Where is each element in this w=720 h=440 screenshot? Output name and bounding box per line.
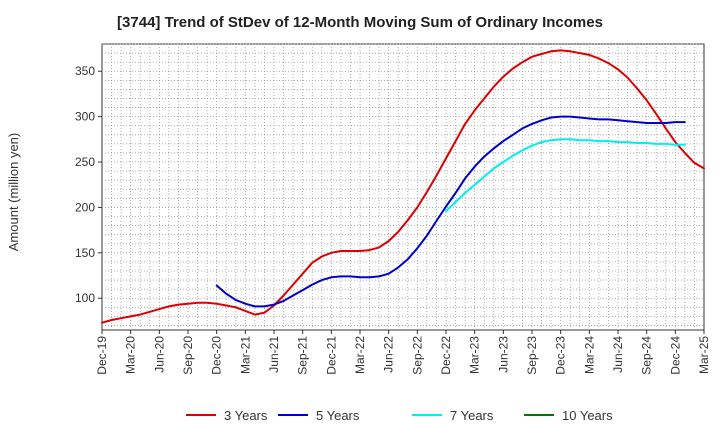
x-tick-label: Mar-20 <box>124 336 138 374</box>
x-tick-label: Sep-24 <box>640 336 654 375</box>
series-line-5-years <box>215 115 686 308</box>
x-tick-label: Mar-25 <box>697 336 711 374</box>
x-tick-label: Mar-21 <box>238 336 252 374</box>
x-tick-label: Mar-24 <box>582 336 596 374</box>
x-tick-label: Sep-21 <box>296 336 310 375</box>
y-axis-label: Amount (million yen) <box>6 133 21 252</box>
y-tick-label: 350 <box>75 64 95 78</box>
y-tick-label: 200 <box>75 200 95 214</box>
chart-title: [3744] Trend of StDev of 12-Month Moving… <box>117 14 603 31</box>
legend-label-10-years: 10 Years <box>562 408 613 423</box>
y-tick-label: 250 <box>75 155 95 169</box>
x-tick-label: Jun-23 <box>496 336 510 373</box>
x-tick-label: Dec-20 <box>210 336 224 375</box>
x-tick-label: Sep-20 <box>181 336 195 375</box>
y-tick-label: 300 <box>75 110 95 124</box>
x-tick-label: Mar-23 <box>468 336 482 374</box>
x-tick-label: Dec-24 <box>668 336 682 375</box>
x-tick-label: Dec-22 <box>439 336 453 375</box>
x-tick-label: Jun-21 <box>267 336 281 373</box>
y-tick-label: 100 <box>75 291 95 305</box>
legend-label-3-years: 3 Years <box>224 408 268 423</box>
x-tick-label: Jun-24 <box>611 336 625 373</box>
series-line-7-years <box>445 138 686 213</box>
y-tick-label: 150 <box>75 246 95 260</box>
plot-area <box>101 43 705 331</box>
x-tick-label: Jun-20 <box>152 336 166 373</box>
legend-label-5-years: 5 Years <box>316 408 360 423</box>
x-tick-label: Dec-21 <box>324 336 338 375</box>
x-tick-label: Mar-22 <box>353 336 367 374</box>
x-tick-label: Jun-22 <box>382 336 396 373</box>
x-tick-label: Sep-23 <box>525 336 539 375</box>
x-tick-label: Sep-22 <box>410 336 424 375</box>
legend-label-7-years: 7 Years <box>450 408 494 423</box>
x-tick-label: Dec-23 <box>554 336 568 375</box>
x-tick-label: Dec-19 <box>95 336 109 375</box>
series-line-3-years <box>101 49 705 324</box>
